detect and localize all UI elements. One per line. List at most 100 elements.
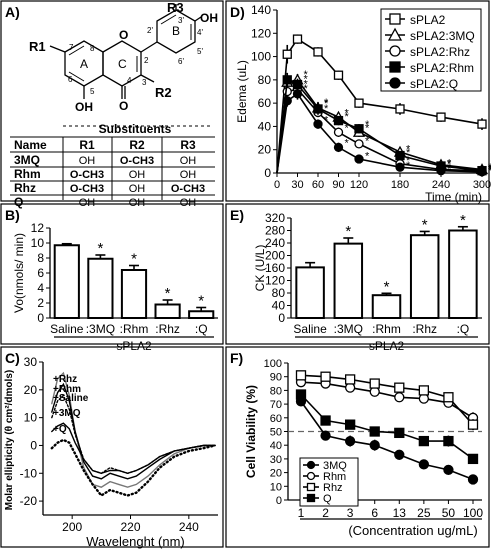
panel-f-y-tick-label: 30 [270, 454, 282, 466]
position-5: 5 [90, 87, 95, 96]
panel-d-data-point [333, 142, 344, 153]
panel-b-significance-mark: * [131, 251, 137, 268]
panel-e-y-tick-label: 320 [265, 211, 285, 225]
panel-d-significance-mark: * [447, 163, 452, 175]
panel-d-x-tick-label: 180 [391, 179, 409, 191]
position-6-prime: 6' [178, 57, 184, 66]
panel-d-significance-mark: * [345, 111, 350, 123]
panel-f-y-tick-label: 10 [270, 481, 282, 493]
panel-d-significance-mark: * [447, 158, 452, 170]
position-8: 8 [90, 44, 95, 53]
panel-c-y-tick-label: 20 [24, 383, 38, 397]
panel-d-legend-marker [387, 27, 403, 41]
panel-f-legend-marker [306, 460, 316, 470]
panel-f-data-point [344, 419, 356, 430]
panel-f-data-point [394, 449, 405, 460]
panel-d-significance-mark: * [304, 83, 309, 95]
panel-f-data-point [394, 427, 405, 439]
ring-oxygen-label: O [119, 28, 128, 42]
panel-f-y-tick-label: 40 [270, 440, 282, 452]
ring-b-link [140, 41, 158, 53]
table-cell: OH [129, 197, 146, 209]
table-cell: OH [79, 197, 96, 209]
panel-d-data-point [436, 112, 446, 122]
oh4-bond [194, 16, 202, 22]
panel-f-y-tick-label: 100 [264, 358, 282, 370]
r2-bond [140, 74, 155, 83]
panel-b-category-label: :Rhz [155, 322, 180, 336]
panel-d-data-point [292, 89, 303, 99]
table-cell: OH [129, 183, 146, 195]
panel-f-y-tick-label: 90 [270, 372, 282, 384]
panel-b-significance-mark: * [198, 293, 204, 310]
panel-f-y-tick-label: 50 [270, 427, 282, 439]
panel-f-data-point [394, 392, 405, 403]
panel-e-bar [333, 242, 364, 319]
flavonoid-structure: R1 R2 R3 OH OH O O A C B 8 7 6 5 4 3 2 2… [29, 0, 218, 114]
panel-d-data-point [313, 119, 323, 129]
position-2-prime: 2' [147, 26, 153, 35]
panel-f-legend-label: Q [323, 493, 332, 505]
table-cell: OH [129, 169, 146, 181]
panel-d-legend-label: sPLA2 [410, 13, 446, 27]
panel-d-significance-mark: * [406, 155, 411, 167]
panel-d-y-tick-label: 0 [264, 166, 271, 180]
panel-b-frame [0, 203, 224, 345]
panel-d-significance-mark: * [406, 144, 411, 156]
table-cell: O-CH3 [171, 183, 205, 195]
table-title: Substituents [99, 122, 172, 136]
panel-b-y-tick-label: 0 [37, 311, 44, 325]
panel-b-y-tick-label: 2 [37, 296, 44, 310]
panel-c-curve-label: +Q [53, 424, 67, 435]
substituents-table: Substituents Name R1 R2 R3 3MQ OH O-CH3 … [10, 122, 215, 209]
table-header-r1: R1 [79, 138, 95, 152]
table-header-name: Name [14, 138, 47, 152]
position-6: 6 [68, 75, 73, 84]
r3-label: R3 [167, 0, 184, 15]
panel-d-significance-mark: * [365, 151, 370, 163]
panel-d-x-tick-label: 30 [291, 179, 303, 191]
panel-d-legend-label: sPLA2:3MQ [410, 29, 475, 43]
panel-d-significance-mark: * [447, 162, 452, 174]
panel-d-legend-marker [389, 45, 401, 57]
panel-f-x-tick-label: 1 [298, 506, 305, 520]
panel-d-y-tick-label: 20 [258, 143, 272, 157]
panel-b-y-tick-label: 12 [31, 221, 45, 235]
panel-e-label: E) [230, 207, 244, 223]
panel-f-data-point [418, 435, 430, 447]
panel-b-bar [188, 310, 215, 319]
panel-d-significance-mark: * [365, 123, 370, 135]
panel-e-y-tick-label: 200 [265, 249, 285, 263]
table-cell: OH [180, 155, 197, 167]
ring-b-double-bond [160, 14, 177, 25]
panel-f-data-point [418, 385, 430, 396]
panel-d-data-point [282, 86, 292, 97]
panel-e-category-label: :Q [457, 322, 470, 336]
panel-d-line-chart: 0 20 40 60 80 100 120 140 0 30 60 90 120 180 240 300Tim… [235, 3, 491, 204]
panel-f-data-point [467, 419, 479, 430]
panel-c-x-axis-label: Wavelenght (nm) [86, 534, 185, 549]
panel-e-bar [448, 229, 478, 319]
panel-f-data-point [295, 370, 307, 381]
panel-c-line-chart: -20 -10 0 10 20 30 200 220 240 +Rhz+Rhm+Saline +3M… [4, 355, 218, 549]
panel-e-bar [409, 234, 440, 319]
r1-bond [49, 45, 66, 53]
panel-d-data-point [395, 162, 405, 172]
panel-d-data-point [333, 115, 344, 126]
panel-f-x-tick-label: 3 [347, 506, 354, 520]
r2-label: R2 [155, 85, 172, 100]
panel-d-significance-mark: * [304, 78, 309, 90]
panel-e-category-label: Saline [293, 322, 327, 336]
panel-c-curve-label: +Rhz [53, 374, 77, 385]
panel-c-curve-label: +Rhm [53, 384, 81, 395]
panel-b-y-axis-label: Vo(nmols/ min) [12, 233, 26, 313]
panel-d-data-point [354, 98, 364, 108]
panel-d-data-point [292, 79, 303, 90]
panel-e-significance-mark: * [384, 278, 390, 295]
panel-d-data-point [333, 127, 344, 137]
panel-b-y-tick-label: 6 [37, 266, 44, 280]
panel-e-y-tick-label: 160 [265, 261, 285, 275]
panel-e-significance-mark: * [460, 212, 466, 229]
panel-f-x-tick-label: 100 [463, 506, 483, 520]
table-cell: Rhz [14, 181, 36, 195]
